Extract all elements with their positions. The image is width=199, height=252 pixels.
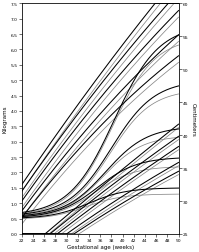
X-axis label: Gestational age (weeks): Gestational age (weeks) (67, 244, 134, 249)
Y-axis label: Centimeters: Centimeters (191, 102, 196, 136)
Y-axis label: Kilograms: Kilograms (3, 105, 8, 133)
